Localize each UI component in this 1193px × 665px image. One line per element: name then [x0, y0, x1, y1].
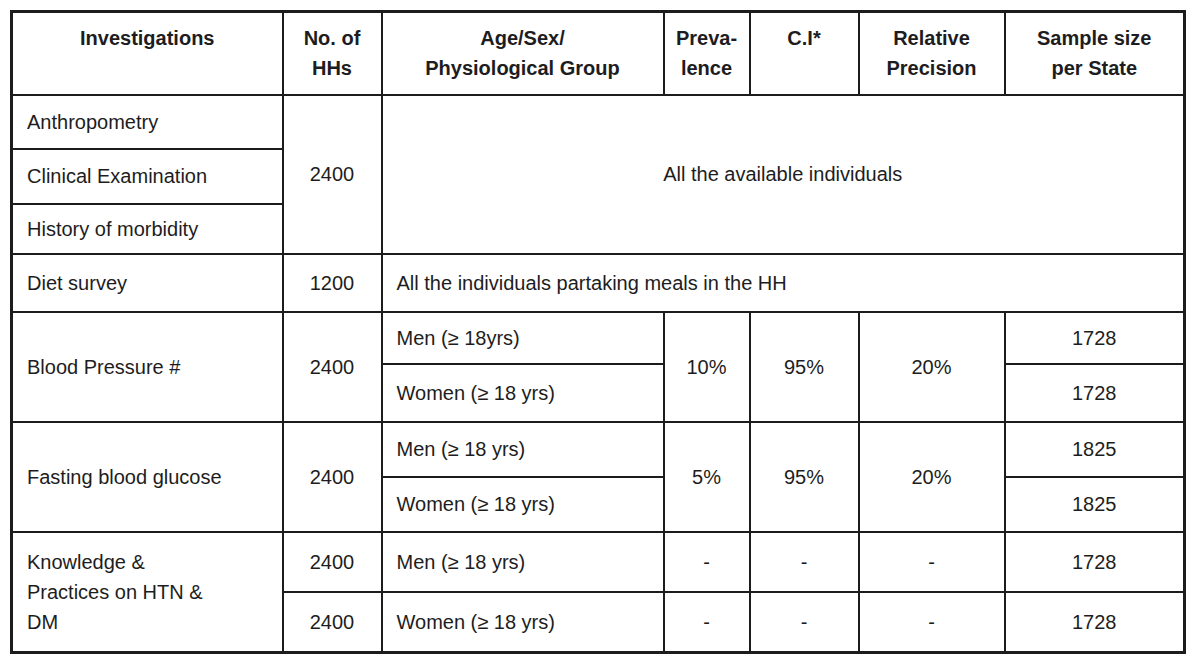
cell-blood-pressure-prevalence: 10%: [664, 312, 750, 422]
cell-anthropometry-label: Anthropometry: [12, 95, 283, 149]
col-header-ci: C.I*: [750, 12, 859, 95]
table-row: Knowledge & Practices on HTN & DM 2400 M…: [12, 532, 1185, 592]
table-row: Blood Pressure # 2400 Men (≥ 18yrs) 10% …: [12, 312, 1185, 364]
cell-fasting-glucose-prevalence: 5%: [664, 422, 750, 532]
cell-diet-survey-population: All the individuals partaking meals in t…: [382, 254, 1185, 312]
cell-knowledge-group-women: Women (≥ 18 yrs): [382, 592, 664, 653]
cell-knowledge-hhs-men: 2400: [283, 532, 382, 592]
header-row: Investigations No. of HHs Age/Sex/ Physi…: [12, 12, 1185, 95]
cell-knowledge-practices-label: Knowledge & Practices on HTN & DM: [12, 532, 283, 653]
cell-blood-pressure-group-men: Men (≥ 18yrs): [382, 312, 664, 364]
survey-sampling-table: Investigations No. of HHs Age/Sex/ Physi…: [10, 10, 1186, 654]
table-row: Diet survey 1200 All the individuals par…: [12, 254, 1185, 312]
cell-knowledge-group-men: Men (≥ 18 yrs): [382, 532, 664, 592]
cell-blood-pressure-group-women: Women (≥ 18 yrs): [382, 364, 664, 422]
document-page: Investigations No. of HHs Age/Sex/ Physi…: [0, 0, 1193, 665]
table-row: Anthropometry 2400 All the available ind…: [12, 95, 1185, 149]
table-row: Fasting blood glucose 2400 Men (≥ 18 yrs…: [12, 422, 1185, 477]
cell-anthro-group-hhs: 2400: [283, 95, 382, 254]
cell-knowledge-ci-women: -: [750, 592, 859, 653]
cell-knowledge-relative-precision-men: -: [859, 532, 1005, 592]
cell-blood-pressure-sample-women: 1728: [1005, 364, 1185, 422]
cell-knowledge-ci-men: -: [750, 532, 859, 592]
cell-history-of-morbidity-label: History of morbidity: [12, 204, 283, 254]
cell-blood-pressure-sample-men: 1728: [1005, 312, 1185, 364]
cell-fasting-glucose-sample-men: 1825: [1005, 422, 1185, 477]
cell-diet-survey-hhs: 1200: [283, 254, 382, 312]
cell-knowledge-relative-precision-women: -: [859, 592, 1005, 653]
cell-fasting-glucose-ci: 95%: [750, 422, 859, 532]
cell-fasting-glucose-hhs: 2400: [283, 422, 382, 532]
cell-clinical-examination-label: Clinical Examination: [12, 149, 283, 204]
cell-fasting-glucose-group-men: Men (≥ 18 yrs): [382, 422, 664, 477]
cell-fasting-glucose-relative-precision: 20%: [859, 422, 1005, 532]
cell-anthro-group-population: All the available individuals: [382, 95, 1185, 254]
col-header-age-sex-group: Age/Sex/ Physiological Group: [382, 12, 664, 95]
cell-knowledge-sample-men: 1728: [1005, 532, 1185, 592]
cell-fasting-glucose-sample-women: 1825: [1005, 477, 1185, 532]
cell-fasting-glucose-label: Fasting blood glucose: [12, 422, 283, 532]
cell-knowledge-sample-women: 1728: [1005, 592, 1185, 653]
cell-blood-pressure-ci: 95%: [750, 312, 859, 422]
col-header-sample-size: Sample size per State: [1005, 12, 1185, 95]
col-header-no-of-hhs: No. of HHs: [283, 12, 382, 95]
col-header-prevalence: Preva- lence: [664, 12, 750, 95]
col-header-relative-precision: Relative Precision: [859, 12, 1005, 95]
cell-blood-pressure-relative-precision: 20%: [859, 312, 1005, 422]
cell-diet-survey-label: Diet survey: [12, 254, 283, 312]
cell-fasting-glucose-group-women: Women (≥ 18 yrs): [382, 477, 664, 532]
col-header-investigations: Investigations: [12, 12, 283, 95]
cell-blood-pressure-hhs: 2400: [283, 312, 382, 422]
cell-knowledge-prevalence-men: -: [664, 532, 750, 592]
cell-knowledge-hhs-women: 2400: [283, 592, 382, 653]
cell-blood-pressure-label: Blood Pressure #: [12, 312, 283, 422]
cell-knowledge-prevalence-women: -: [664, 592, 750, 653]
